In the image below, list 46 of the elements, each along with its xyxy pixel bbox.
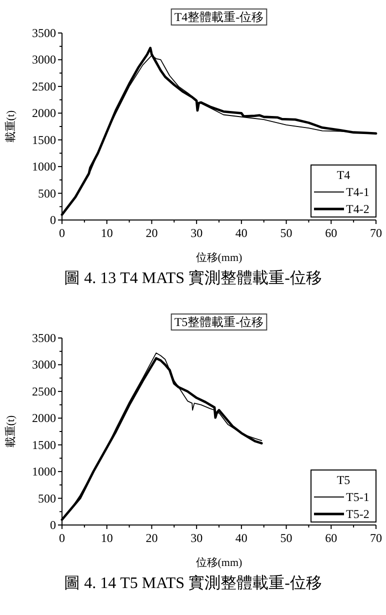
x-tick-label: 60: [325, 531, 338, 545]
y-tick-label: 2000: [32, 106, 56, 120]
x-tick-label: 60: [325, 226, 338, 240]
x-tick-label: 10: [100, 531, 113, 545]
x-tick-label: 10: [100, 226, 113, 240]
x-tick-label: 30: [190, 226, 203, 240]
x-tick-label: 40: [235, 531, 248, 545]
x-axis-title: 位移(mm): [196, 557, 243, 569]
x-tick-label: 20: [146, 226, 158, 240]
y-tick-label: 3500: [32, 331, 56, 345]
legend-label: T4-2: [346, 202, 370, 216]
y-tick-label: 2500: [32, 384, 56, 398]
chart-title: T5整體載重-位移: [174, 315, 264, 329]
x-tick-label: 20: [146, 531, 158, 545]
legend-label: T4-1: [346, 185, 370, 199]
x-tick-label: 70: [370, 531, 382, 545]
caption: 圖 4. 14 T5 MATS 實測整體載重-位移: [64, 574, 322, 592]
y-tick-label: 2000: [32, 411, 56, 426]
y-tick-label: 3000: [32, 358, 56, 372]
legend-label: T5-2: [346, 507, 370, 521]
x-tick-label: 30: [190, 531, 203, 545]
y-axis-title: 載重(t): [4, 414, 17, 448]
x-tick-label: 40: [235, 226, 248, 240]
legend-title: T4: [336, 168, 350, 182]
x-tick-label: 50: [280, 226, 292, 240]
y-tick-label: 0: [50, 213, 56, 227]
x-axis-title: 位移(mm): [196, 252, 243, 264]
y-tick-label: 2500: [32, 79, 56, 94]
y-tick-label: 500: [38, 186, 56, 200]
x-tick-label: 0: [59, 531, 65, 545]
y-tick-label: 1500: [32, 438, 56, 452]
legend-label: T5-1: [346, 490, 370, 504]
chart-title: T4整體載重-位移: [174, 10, 264, 24]
y-tick-label: 500: [38, 491, 56, 506]
y-tick-label: 1000: [32, 464, 56, 479]
x-tick-label: 50: [280, 531, 292, 545]
y-tick-label: 0: [50, 518, 56, 532]
caption: 圖 4. 13 T4 MATS 實測整體載重-位移: [64, 269, 322, 287]
x-tick-label: 0: [59, 226, 65, 240]
x-tick-label: 70: [370, 226, 382, 240]
y-axis-title: 載重(t): [4, 110, 17, 143]
y-tick-label: 1000: [32, 160, 56, 174]
y-tick-label: 3500: [32, 26, 56, 40]
legend-title: T5: [336, 473, 350, 487]
y-tick-label: 3000: [32, 52, 56, 67]
y-tick-label: 1500: [32, 132, 56, 147]
